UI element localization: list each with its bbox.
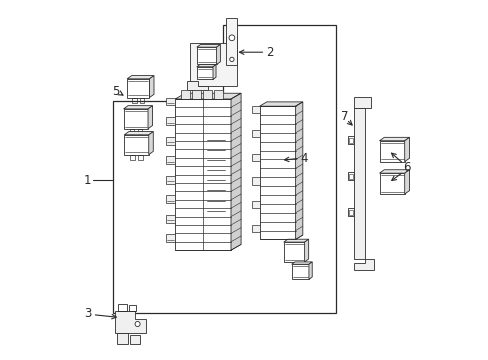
Polygon shape [115,311,145,333]
Polygon shape [252,130,259,137]
Polygon shape [175,99,230,250]
Polygon shape [283,239,308,242]
Polygon shape [166,176,175,184]
Bar [348,138,352,143]
Bar [347,136,354,144]
Bar [130,335,140,344]
Polygon shape [379,138,408,141]
Bar [118,304,127,311]
Polygon shape [252,177,259,185]
Polygon shape [148,106,152,129]
Polygon shape [149,76,154,98]
Polygon shape [259,106,295,239]
Polygon shape [181,90,189,99]
Polygon shape [196,65,216,67]
Bar [140,98,144,103]
Polygon shape [354,97,370,108]
Polygon shape [166,234,175,242]
Polygon shape [196,67,213,79]
Polygon shape [190,36,237,86]
Polygon shape [123,109,148,129]
Polygon shape [124,135,148,155]
Polygon shape [196,45,220,47]
Circle shape [135,321,140,327]
Bar [348,174,352,179]
Polygon shape [166,98,175,105]
Bar [347,172,354,180]
Polygon shape [291,264,308,279]
Polygon shape [252,225,259,232]
Polygon shape [226,18,237,65]
Text: 4: 4 [300,152,307,165]
Polygon shape [354,259,373,270]
Polygon shape [404,170,408,194]
Polygon shape [127,76,154,79]
Polygon shape [291,262,311,264]
Polygon shape [166,117,175,125]
Polygon shape [203,90,212,99]
Text: 2: 2 [265,46,273,59]
Polygon shape [252,154,259,161]
Bar [117,333,128,344]
Text: 1: 1 [84,174,91,186]
Polygon shape [166,137,175,145]
Polygon shape [148,132,153,155]
Polygon shape [186,81,208,90]
Polygon shape [379,173,404,194]
Text: 3: 3 [84,307,91,320]
Bar [129,305,136,311]
Bar [129,129,134,134]
Polygon shape [166,156,175,164]
Circle shape [228,35,234,41]
Polygon shape [404,138,408,162]
Polygon shape [216,45,220,64]
Polygon shape [308,262,311,279]
Polygon shape [175,93,241,99]
Polygon shape [295,102,302,239]
Text: 6: 6 [402,161,409,174]
Text: 5: 5 [112,85,119,98]
Polygon shape [379,170,408,173]
Bar [138,129,142,134]
Text: 7: 7 [340,111,347,123]
Polygon shape [252,201,259,208]
Bar [347,208,354,216]
Polygon shape [166,215,175,223]
Polygon shape [230,93,241,250]
Polygon shape [379,141,404,162]
Polygon shape [304,239,308,262]
Polygon shape [354,108,365,259]
Polygon shape [252,106,259,113]
Polygon shape [124,132,153,135]
Bar [138,155,142,160]
Bar [348,210,352,215]
Polygon shape [213,65,216,79]
Polygon shape [166,195,175,203]
Polygon shape [123,106,152,109]
Polygon shape [259,102,302,106]
Polygon shape [192,90,201,99]
Bar [130,155,134,160]
Polygon shape [283,242,304,262]
Polygon shape [127,79,149,98]
Polygon shape [196,47,216,64]
Polygon shape [214,90,223,99]
Circle shape [229,57,234,62]
Bar [132,98,137,103]
